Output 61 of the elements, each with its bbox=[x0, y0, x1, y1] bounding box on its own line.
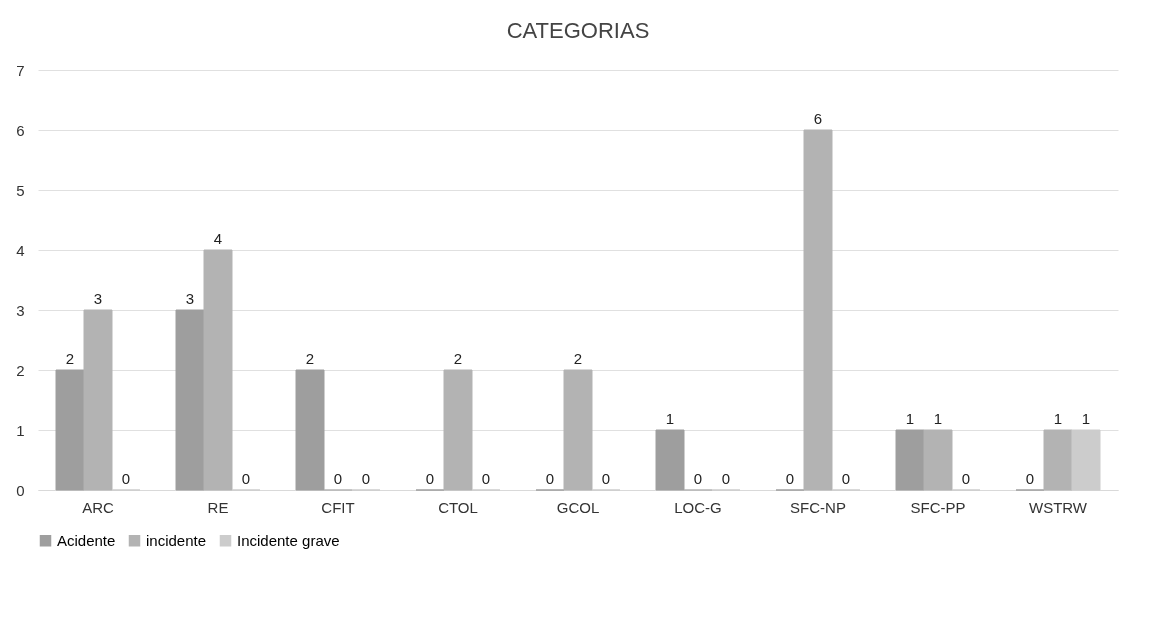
data-label: 1 bbox=[665, 410, 675, 427]
x-tick-label: RE bbox=[207, 498, 229, 516]
data-label: 0 bbox=[361, 470, 371, 487]
x-tick-label: SFC-PP bbox=[910, 498, 966, 516]
data-label: 6 bbox=[813, 110, 823, 127]
data-label: 0 bbox=[481, 470, 491, 487]
y-tick-label: 2 bbox=[16, 361, 25, 379]
data-label: 0 bbox=[961, 470, 971, 487]
bar bbox=[803, 129, 833, 491]
data-label: 0 bbox=[121, 470, 131, 487]
y-tick-label: 1 bbox=[16, 421, 25, 439]
x-tick-label: WSTRW bbox=[1028, 498, 1088, 516]
bar bbox=[175, 309, 205, 491]
y-tick-label: 0 bbox=[16, 481, 25, 499]
data-label: 0 bbox=[241, 470, 251, 487]
y-tick-label: 3 bbox=[16, 301, 25, 319]
data-label: 1 bbox=[1081, 410, 1091, 427]
x-tick-label: ARC bbox=[82, 498, 114, 516]
legend-label: Incidente grave bbox=[237, 531, 340, 549]
data-label: 0 bbox=[721, 470, 731, 487]
data-label: 1 bbox=[905, 410, 915, 427]
data-label: 2 bbox=[453, 350, 463, 367]
x-tick-label: CTOL bbox=[438, 498, 478, 516]
x-tick-label: LOC-G bbox=[674, 498, 722, 516]
data-label: 0 bbox=[785, 470, 795, 487]
x-tick-label: CFIT bbox=[321, 498, 355, 516]
data-label: 0 bbox=[425, 470, 435, 487]
legend-label: Acidente bbox=[57, 531, 116, 549]
data-label: 0 bbox=[693, 470, 703, 487]
data-label: 0 bbox=[545, 470, 555, 487]
bar bbox=[1043, 429, 1073, 491]
data-label: 1 bbox=[1053, 410, 1063, 427]
bar bbox=[1071, 429, 1101, 491]
chart-title: CATEGORIAS bbox=[506, 18, 650, 43]
x-tick-label: SFC-NP bbox=[790, 498, 846, 516]
bar bbox=[203, 249, 233, 491]
data-label: 0 bbox=[1025, 470, 1035, 487]
data-label: 3 bbox=[93, 290, 103, 307]
bar bbox=[655, 429, 685, 491]
data-label: 3 bbox=[185, 290, 195, 307]
bar bbox=[895, 429, 925, 491]
data-label: 0 bbox=[333, 470, 343, 487]
y-tick-label: 6 bbox=[16, 121, 25, 139]
legend-label: incidente bbox=[146, 531, 207, 549]
data-label: 4 bbox=[213, 230, 223, 247]
data-label: 2 bbox=[305, 350, 315, 367]
bar bbox=[295, 369, 325, 491]
data-label: 2 bbox=[573, 350, 583, 367]
data-label: 2 bbox=[65, 350, 75, 367]
bar bbox=[563, 369, 593, 491]
data-label: 1 bbox=[933, 410, 943, 427]
bar bbox=[443, 369, 473, 491]
y-tick-label: 5 bbox=[16, 181, 25, 199]
data-label: 0 bbox=[601, 470, 611, 487]
bar bbox=[55, 369, 85, 491]
y-tick-label: 7 bbox=[16, 61, 25, 79]
x-tick-label: GCOL bbox=[556, 498, 600, 516]
bar bbox=[923, 429, 953, 491]
data-label: 0 bbox=[841, 470, 851, 487]
bar bbox=[83, 309, 113, 491]
y-tick-label: 4 bbox=[16, 241, 25, 259]
